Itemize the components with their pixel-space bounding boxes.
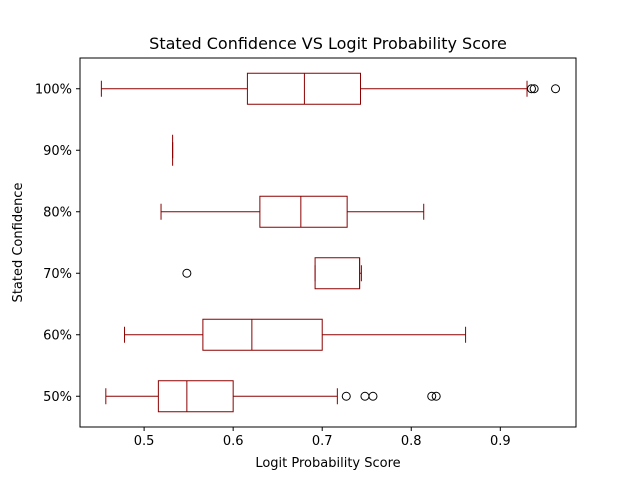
x-tick-label: 0.7 xyxy=(312,434,333,449)
x-tick-label: 0.8 xyxy=(401,434,422,449)
y-tick-label: 90% xyxy=(43,144,72,159)
box-group xyxy=(124,318,467,351)
outlier-point xyxy=(526,84,536,94)
box xyxy=(259,195,348,228)
chart-title: Stated Confidence VS Logit Probability S… xyxy=(149,34,507,53)
box xyxy=(202,318,323,351)
outlier-point xyxy=(182,268,192,278)
y-axis-label: Stated Confidence xyxy=(11,183,26,303)
box xyxy=(157,380,234,413)
outlier-point xyxy=(431,391,441,401)
plot-frame xyxy=(79,57,577,428)
outlier-point xyxy=(368,391,378,401)
x-axis-ticks: 0.5 0.6 0.7 0.8 0.9 xyxy=(134,427,511,449)
outlier-point xyxy=(341,391,351,401)
box-group xyxy=(100,72,561,105)
y-tick-label: 80% xyxy=(43,205,72,220)
y-tick-label: 70% xyxy=(43,267,72,282)
x-tick-label: 0.5 xyxy=(134,434,155,449)
x-axis-label: Logit Probability Score xyxy=(255,456,400,471)
box-group xyxy=(105,380,441,413)
x-tick-label: 0.9 xyxy=(490,434,511,449)
y-axis-ticks: 50% 60% 70% 80% 90% 100% xyxy=(35,82,80,405)
box-group xyxy=(182,257,362,290)
outlier-point xyxy=(551,84,561,94)
plot-area xyxy=(100,72,561,413)
y-tick-label: 50% xyxy=(43,390,72,405)
y-tick-label: 60% xyxy=(43,328,72,343)
outlier-point xyxy=(427,391,437,401)
x-tick-label: 0.6 xyxy=(223,434,244,449)
y-tick-label: 100% xyxy=(35,82,72,97)
box-group xyxy=(160,195,425,228)
outlier-point xyxy=(529,84,539,94)
